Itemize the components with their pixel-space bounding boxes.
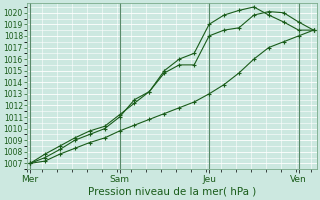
X-axis label: Pression niveau de la mer( hPa ): Pression niveau de la mer( hPa ) [88,187,256,197]
